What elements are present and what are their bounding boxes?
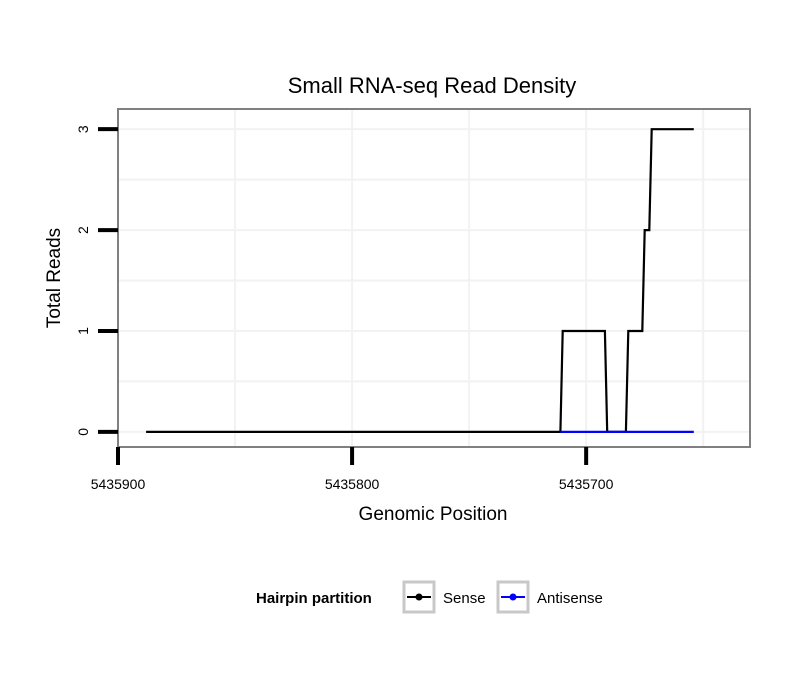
y-axis: 0 1 2 3 [75, 125, 118, 436]
legend-key-point-antisense [509, 593, 517, 601]
legend-label-antisense: Antisense [537, 590, 603, 607]
plot-background [118, 109, 750, 447]
legend-key-point-sense [415, 593, 423, 601]
legend-title: Hairpin partition [256, 590, 372, 607]
plot-border [117, 108, 751, 448]
chart-title: Small RNA-seq Read Density [288, 73, 577, 98]
legend: Hairpin partition Sense Antisense [256, 580, 603, 614]
y-tick-label: 0 [75, 428, 91, 436]
y-tick-label: 2 [75, 226, 91, 234]
x-tick-label: 5435700 [559, 476, 614, 492]
x-axis-title: Genomic Position [359, 504, 508, 525]
x-tick-label: 5435900 [91, 476, 146, 492]
series-line-sense [146, 128, 694, 433]
y-axis-title: Total Reads [44, 228, 65, 328]
series-layer [146, 128, 694, 433]
y-tick-label: 1 [75, 327, 91, 335]
legend-label-sense: Sense [443, 590, 486, 607]
x-tick-label: 5435800 [325, 476, 380, 492]
y-tick-label: 3 [75, 125, 91, 133]
x-axis: 5435900 5435800 5435700 [91, 447, 614, 492]
